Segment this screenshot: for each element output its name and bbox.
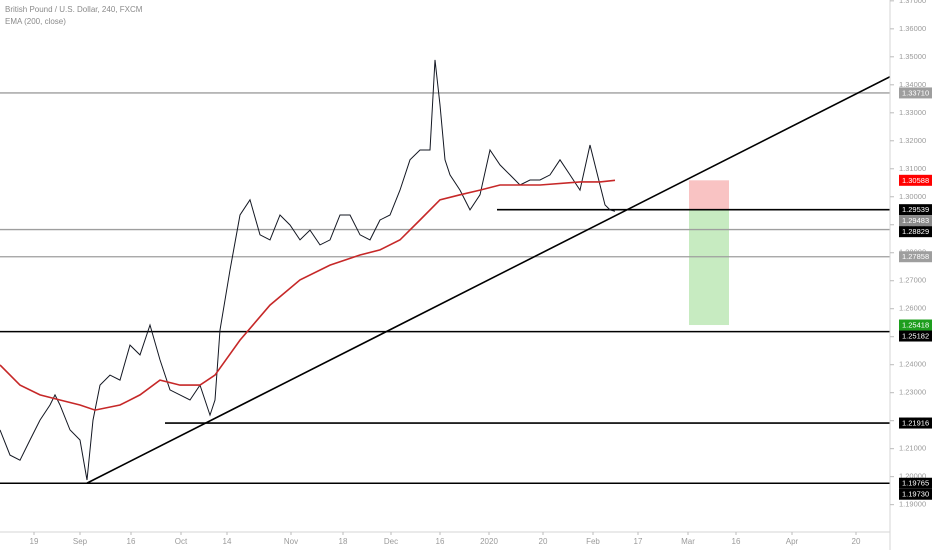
x-tick-label: 2020 <box>480 537 498 546</box>
y-tick-label: 1.24000 <box>899 360 926 369</box>
price-badge-label: 1.30588 <box>902 176 929 185</box>
price-badge-label: 1.29483 <box>902 216 929 225</box>
y-tick-label: 1.20000 <box>899 472 926 481</box>
price-badge-label: 1.29539 <box>902 205 929 214</box>
price-badge <box>899 226 932 238</box>
y-tick-label: 1.32000 <box>899 136 926 145</box>
price-line <box>0 59 616 481</box>
price-badge <box>899 87 932 99</box>
y-tick-label: 1.23000 <box>899 388 926 397</box>
y-tick-label: 1.27000 <box>899 276 926 285</box>
price-badge-label: 1.21916 <box>902 419 929 428</box>
price-badge-label: 1.25418 <box>902 321 929 330</box>
y-tick-label: 1.26000 <box>899 304 926 313</box>
x-tick-label: 16 <box>436 537 445 546</box>
x-tick-label: Dec <box>384 537 398 546</box>
price-badge <box>899 477 932 489</box>
price-badge <box>899 417 932 429</box>
price-badge <box>899 215 932 227</box>
x-tick-label: Apr <box>786 537 799 546</box>
target-zone <box>689 209 729 326</box>
y-tick-label: 1.21000 <box>899 444 926 453</box>
axes: 1.190001.200001.210001.220001.230001.240… <box>30 0 932 546</box>
x-tick-label: 20 <box>539 537 548 546</box>
x-tick-label: Mar <box>681 537 695 546</box>
y-tick-label: 1.37000 <box>899 0 926 5</box>
y-tick-label: 1.19000 <box>899 500 926 509</box>
price-badge-label: 1.27858 <box>902 252 929 261</box>
x-tick-label: Sep <box>73 537 88 546</box>
stop-zone <box>689 180 729 210</box>
price-badge-label: 1.19765 <box>902 479 929 488</box>
y-tick-label: 1.36000 <box>899 24 926 33</box>
price-badge <box>899 488 932 500</box>
ema-line <box>0 179 616 411</box>
x-tick-label: 20 <box>852 537 861 546</box>
chart-title: British Pound / U.S. Dollar, 240, FXCM <box>5 5 143 14</box>
price-badge-label: 1.28829 <box>902 227 929 236</box>
x-tick-label: 18 <box>339 537 348 546</box>
price-badge-label: 1.19730 <box>902 490 929 499</box>
indicator-label: EMA (200, close) <box>5 17 66 26</box>
y-tick-label: 1.35000 <box>899 52 926 61</box>
price-badge <box>899 204 932 216</box>
price-badge <box>899 174 932 186</box>
y-tick-label: 1.31000 <box>899 164 926 173</box>
price-badge <box>899 330 932 342</box>
y-tick-label: 1.34000 <box>899 80 926 89</box>
x-tick-label: 16 <box>732 537 741 546</box>
y-tick-label: 1.30000 <box>899 192 926 201</box>
x-tick-label: 17 <box>634 537 643 546</box>
x-tick-label: Oct <box>175 537 188 546</box>
plot-area <box>0 59 890 485</box>
price-badge-label: 1.25182 <box>902 332 929 341</box>
x-tick-label: Feb <box>586 537 600 546</box>
x-tick-label: Nov <box>284 537 298 546</box>
price-badge <box>899 251 932 263</box>
price-badge <box>899 319 932 331</box>
y-tick-label: 1.33000 <box>899 108 926 117</box>
x-tick-label: 16 <box>127 537 136 546</box>
x-tick-label: 14 <box>223 537 232 546</box>
price-badge-label: 1.33710 <box>902 88 929 97</box>
trendline <box>86 75 890 484</box>
x-tick-label: 19 <box>30 537 39 546</box>
